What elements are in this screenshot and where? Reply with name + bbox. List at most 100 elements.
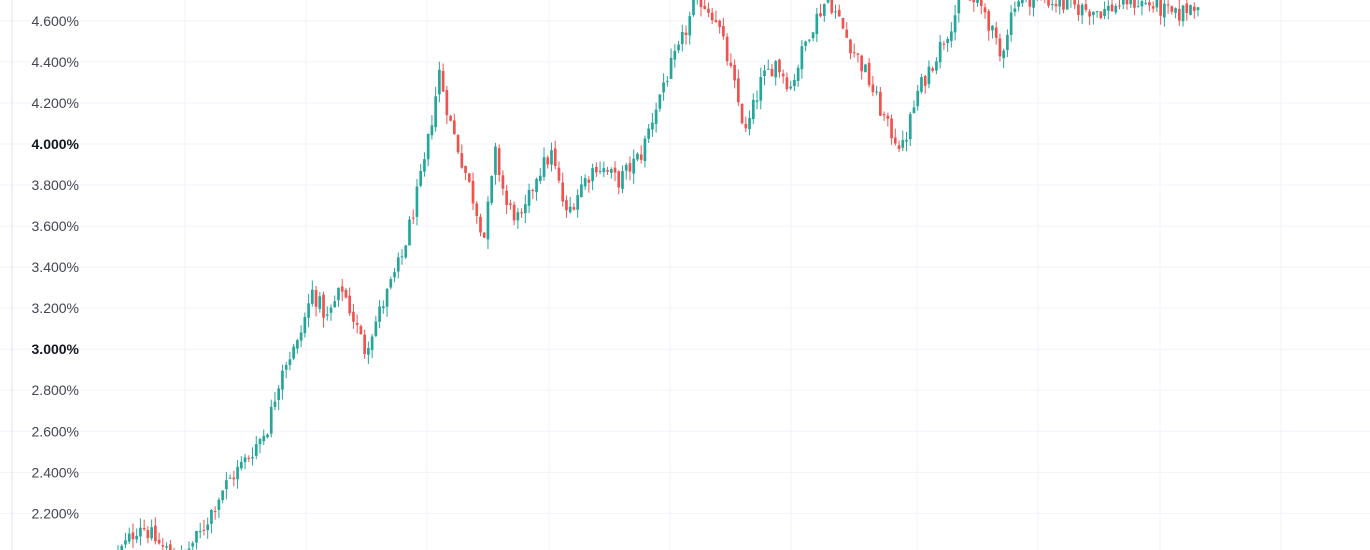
candle-body: [673, 50, 677, 60]
candle: [632, 149, 636, 184]
candle: [561, 172, 565, 207]
candle-body: [979, 0, 983, 7]
candle: [1065, 0, 1069, 10]
candle-body: [243, 457, 247, 463]
candle-body: [1121, 0, 1125, 5]
candle: [602, 161, 606, 178]
candle-body: [404, 245, 408, 258]
candle: [389, 276, 393, 290]
candle-body: [856, 53, 860, 55]
candle: [1009, 5, 1013, 42]
candle: [860, 54, 864, 80]
candle-body: [654, 109, 658, 125]
candle: [692, 0, 695, 17]
candle: [516, 208, 520, 229]
candle-body: [950, 31, 953, 41]
candle-body: [277, 388, 281, 401]
candle: [363, 329, 366, 359]
candle-body: [684, 32, 688, 35]
candle: [591, 163, 594, 191]
candle-body: [1196, 7, 1200, 11]
y-tick-label: 2.800%: [32, 382, 79, 398]
candle-body: [281, 370, 284, 390]
candle: [856, 52, 860, 63]
candle-body: [733, 64, 736, 81]
candle: [396, 252, 400, 279]
candle: [1121, 0, 1125, 9]
candle: [729, 53, 733, 69]
candle-body: [710, 12, 714, 21]
candle-body: [262, 435, 266, 442]
candle: [181, 545, 183, 550]
candle: [916, 85, 920, 111]
candle: [415, 179, 419, 226]
candle-body: [318, 296, 322, 309]
candle-body: [1155, 0, 1159, 8]
candle: [314, 285, 318, 317]
candle-body: [1080, 4, 1084, 16]
candle: [247, 455, 251, 462]
candle: [994, 21, 998, 45]
candle-body: [501, 175, 505, 189]
candle: [329, 304, 333, 321]
candle-body: [1129, 0, 1133, 5]
candle-body: [359, 326, 363, 335]
candle-body: [333, 301, 337, 308]
candle: [852, 43, 856, 58]
candle: [423, 152, 426, 177]
candle: [912, 100, 916, 114]
candle: [486, 196, 490, 250]
candle: [1040, 0, 1042, 1]
candle: [1006, 29, 1009, 58]
candle-body: [146, 529, 150, 539]
candle: [527, 183, 531, 214]
candle: [710, 8, 714, 25]
candle: [243, 454, 247, 470]
candle: [1070, 0, 1072, 8]
candle: [135, 528, 139, 544]
candle: [1021, 0, 1024, 7]
candle: [893, 128, 897, 146]
candle-body: [1088, 11, 1091, 17]
candle: [879, 86, 882, 117]
candle-body: [808, 39, 811, 41]
candle: [509, 199, 512, 210]
candle: [737, 69, 740, 107]
candle: [258, 437, 262, 454]
candle-body: [393, 272, 396, 278]
candle: [154, 517, 157, 545]
candle: [636, 152, 639, 162]
candle: [460, 144, 464, 169]
candle: [408, 216, 411, 246]
candle: [643, 135, 647, 168]
candle: [1159, 0, 1162, 25]
candle: [886, 112, 890, 127]
candle-body: [1166, 4, 1170, 6]
candle-body: [411, 217, 415, 219]
candle: [1114, 3, 1118, 15]
candle: [535, 177, 538, 201]
candle-body: [822, 3, 826, 16]
candle-body: [527, 189, 531, 206]
candle: [117, 545, 119, 550]
candle: [411, 209, 415, 225]
candle: [931, 66, 935, 73]
candle: [583, 174, 587, 190]
candle: [770, 63, 774, 77]
candle: [490, 175, 494, 206]
candle-body: [210, 509, 213, 524]
candle-body: [651, 122, 654, 130]
candle: [699, 0, 703, 17]
candle-body: [594, 166, 598, 173]
candle-body: [225, 480, 228, 490]
candle-body: [325, 314, 329, 316]
candles: [117, 0, 1200, 550]
candle: [550, 142, 553, 172]
candle: [1028, 0, 1032, 16]
candle: [613, 161, 617, 182]
candle-body: [464, 165, 467, 174]
candle-body: [587, 179, 591, 183]
candle: [968, 0, 972, 2]
candle-body: [669, 58, 673, 79]
